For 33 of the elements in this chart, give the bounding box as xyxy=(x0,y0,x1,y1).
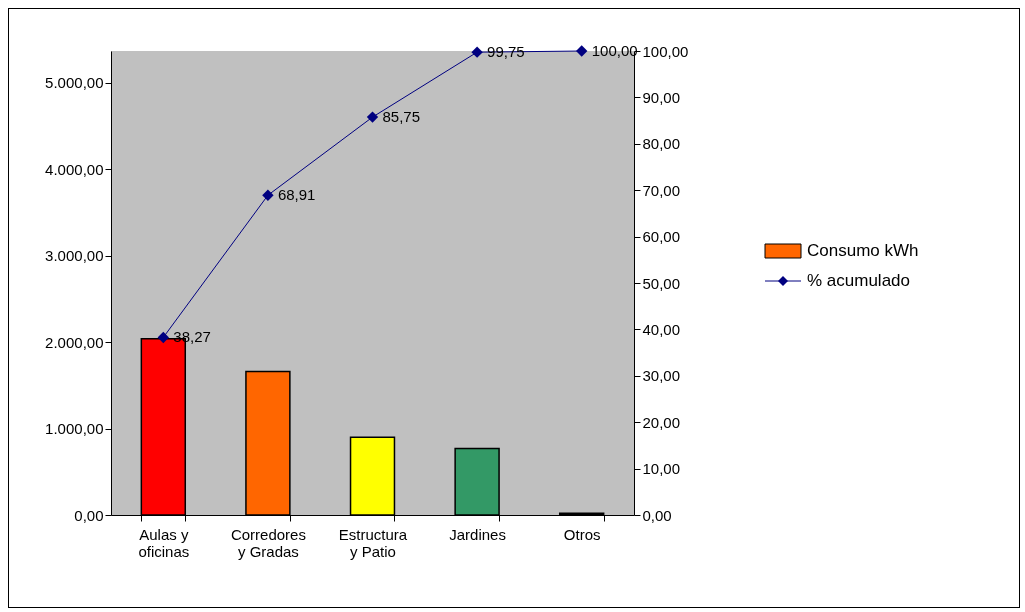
data-label: 68,91 xyxy=(277,186,316,204)
data-label: 100,00 xyxy=(591,42,638,59)
y-tick-label: 0,00 xyxy=(74,506,104,524)
y2-tick-label: 30,00 xyxy=(642,367,681,385)
y2-tick-label: 100,00 xyxy=(642,42,689,60)
legend-label: % acumulado xyxy=(807,271,911,290)
y-tick-label: 1.000,00 xyxy=(45,420,104,438)
y2-tick-label: 20,00 xyxy=(642,413,681,431)
y2-tick-label: 40,00 xyxy=(642,320,681,338)
data-label: 85,75 xyxy=(382,108,421,126)
legend-label: Consumo kWh xyxy=(807,241,919,260)
y-tick-label: 3.000,00 xyxy=(45,247,104,265)
y-tick-label: 2.000,00 xyxy=(45,333,104,351)
x-tick-label: Aulas y oficinas xyxy=(138,525,190,560)
y2-tick-label: 60,00 xyxy=(642,228,681,246)
point xyxy=(471,46,483,58)
point xyxy=(262,189,274,201)
point xyxy=(157,331,169,344)
point xyxy=(366,111,379,123)
y2-tick-label: 80,00 xyxy=(642,135,681,153)
x-tick-label: Estructura y Patio xyxy=(338,525,408,560)
x-tick-label: Corredores y Gradas xyxy=(230,525,306,560)
y2-tick-label: 10,00 xyxy=(642,460,681,478)
point xyxy=(576,45,588,57)
y-tick-label: 4.000,00 xyxy=(45,160,104,178)
y2-tick-label: 70,00 xyxy=(642,181,681,199)
x-tick-label: Jardines xyxy=(449,525,506,543)
y-tick-label: 5.000,00 xyxy=(45,74,104,92)
x-tick-label: Otros xyxy=(563,525,601,543)
data-label: 38,27 xyxy=(173,328,211,346)
y2-tick-label: 50,00 xyxy=(642,274,681,292)
y2-tick-label: 90,00 xyxy=(642,88,681,106)
y2-tick-label: 0,00 xyxy=(642,506,672,524)
